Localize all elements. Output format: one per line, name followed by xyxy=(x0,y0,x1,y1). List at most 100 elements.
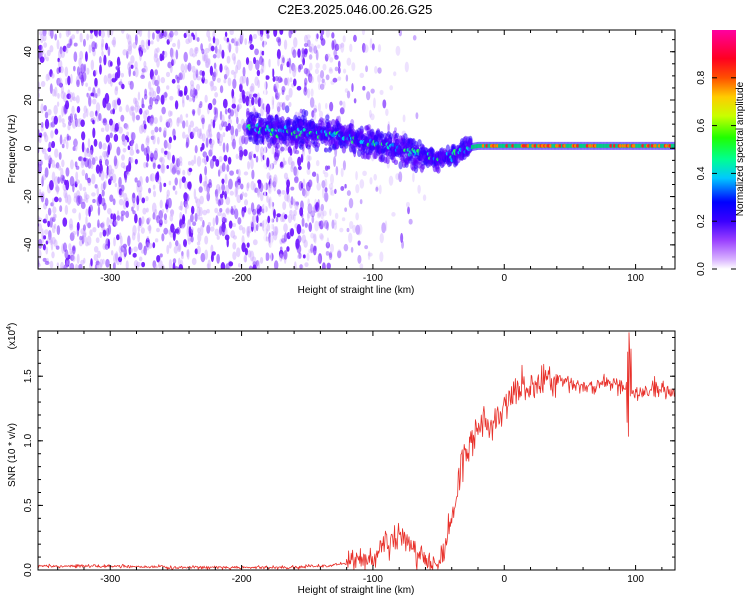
spectrogram-noise-cell xyxy=(120,189,125,198)
spectrogram-noise-cell xyxy=(317,74,322,83)
spectrogram-noise-cell xyxy=(100,222,105,228)
spectrogram-noise-cell xyxy=(194,48,198,57)
spectrogram-noise-cell xyxy=(60,167,64,179)
spectrogram-noise-cell xyxy=(213,115,217,123)
spectrogram-signal-cell xyxy=(436,166,441,174)
spectrogram-carrier-band xyxy=(504,143,506,148)
spectrogram-noise-cell xyxy=(288,87,293,98)
spectrogram-noise-cell xyxy=(182,169,186,176)
spectrogram-carrier-band xyxy=(471,145,473,150)
spectrogram-signal-cell xyxy=(315,142,321,148)
spectrogram-noise-cell xyxy=(323,191,329,203)
spectrogram-noise-cell xyxy=(238,98,243,104)
spectrogram-noise-cell xyxy=(160,147,165,154)
spectrogram-carrier-band xyxy=(661,143,663,148)
spectrogram-carrier-band xyxy=(604,143,606,148)
spectrogram-noise-cell xyxy=(225,196,231,206)
colorbar-tick-label: 0.0 xyxy=(696,262,707,276)
spectrogram-noise-cell xyxy=(206,129,210,139)
spectrogram-noise-cell xyxy=(382,99,387,109)
spectrogram-carrier-band xyxy=(552,143,554,148)
spectrogram-noise-cell xyxy=(106,102,112,111)
spectrogram-noise-cell xyxy=(219,63,223,73)
spectrogram-carrier-band xyxy=(583,143,585,148)
spectrogram-noise-cell xyxy=(379,89,384,96)
spectrogram-noise-cell xyxy=(359,263,364,269)
spectrogram-noise-cell xyxy=(210,45,215,52)
spectrogram-noise-cell xyxy=(227,118,233,125)
spectrogram-noise-cell xyxy=(226,142,229,153)
spectrogram-noise-cell xyxy=(72,146,76,152)
spectrogram-noise-cell xyxy=(89,204,94,212)
spectrogram-noise-cell xyxy=(118,105,123,113)
snr-y-axis: 0.00.51.01.5 xyxy=(23,336,675,577)
spectrogram-noise-cell xyxy=(115,253,119,261)
spectrogram-noise-cell xyxy=(145,207,149,213)
spectrogram-noise-cell xyxy=(107,46,111,57)
spectrogram-noise-cell xyxy=(221,183,226,192)
spectrogram-noise-cell xyxy=(304,48,308,55)
spectrogram-noise-cell xyxy=(84,51,88,62)
spectrogram-carrier-band xyxy=(566,143,569,148)
spectrogram-noise-cell xyxy=(161,54,165,61)
spectrogram-noise-cell xyxy=(306,252,310,262)
spectrogram-noise-cell xyxy=(259,192,264,202)
spectrogram-carrier-band xyxy=(510,143,512,148)
spectrogram-noise-cell xyxy=(259,146,264,158)
spectrogram-noise-cell xyxy=(159,218,163,224)
x-tick-label: -200 xyxy=(232,273,252,284)
spectrogram-signal-cell xyxy=(284,139,290,147)
spectrogram-noise-cell xyxy=(408,218,413,225)
spectrogram-noise-cell xyxy=(274,156,279,163)
spectrogram-noise-cell xyxy=(62,45,67,52)
spectrogram-noise-cell xyxy=(134,177,138,183)
spectrogram-noise-cell xyxy=(168,241,172,249)
spectrogram-signal-cell xyxy=(303,109,309,117)
spectrogram-noise-cell xyxy=(236,247,241,258)
spectrogram-noise-cell xyxy=(160,94,165,105)
spectrogram-noise-cell xyxy=(166,39,170,45)
spectrogram-noise-cell xyxy=(106,217,110,228)
spectrogram-noise-cell xyxy=(154,69,158,76)
spectrogram-noise-cell xyxy=(298,64,304,70)
spectrogram-noise-cell xyxy=(287,156,293,166)
spectrogram-noise-cell xyxy=(44,197,49,207)
spectrogram-signal-cell xyxy=(385,156,390,165)
spectrogram-noise-cell xyxy=(113,253,118,265)
spectrogram-noise-cell xyxy=(159,253,163,258)
spectrogram-noise-cell xyxy=(371,43,375,51)
spectrogram-noise-cell xyxy=(109,61,113,67)
spectrogram-noise-cell xyxy=(65,140,69,150)
spectrogram-noise-cell xyxy=(201,48,205,55)
spectrogram-noise-cell xyxy=(187,62,192,72)
spectrogram-noise-cell xyxy=(302,178,306,189)
spectrogram-noise-cell xyxy=(240,31,244,43)
spectrogram-noise-cell xyxy=(176,84,181,91)
spectrogram-noise-cell xyxy=(61,265,64,269)
spectrogram-signal-cell xyxy=(323,147,329,153)
spectrogram-noise-cell xyxy=(178,156,183,164)
spectrogram-noise-cell xyxy=(51,72,55,79)
spectrogram-noise-cell xyxy=(97,87,101,94)
spectrogram-noise-cell xyxy=(229,109,235,117)
spectrogram-noise-cell xyxy=(169,209,175,215)
spectrogram-signal-cell xyxy=(325,114,330,121)
spectrogram-noise-cell xyxy=(159,181,162,193)
spectrogram-noise-cell xyxy=(112,213,117,223)
spectrogram-noise-cell xyxy=(130,55,135,64)
spectrogram-noise-cell xyxy=(146,217,152,223)
spectrogram-noise-cell xyxy=(216,77,221,83)
spectrogram-noise-cell xyxy=(387,123,390,134)
spectrogram-noise-cell xyxy=(90,144,94,155)
spectrogram-noise-cell xyxy=(120,184,125,192)
spectrogram-noise-cell xyxy=(334,66,339,72)
spectrogram-noise-cell xyxy=(298,252,302,259)
spectrogram-noise-cell xyxy=(107,73,112,79)
spectrogram-noise-cell xyxy=(266,157,270,168)
spectrogram-noise-cell xyxy=(137,231,141,243)
spectrogram-noise-cell xyxy=(329,208,332,216)
spectrogram-noise-cell xyxy=(124,123,129,131)
snr-frame xyxy=(37,330,676,571)
spectrogram-noise-cell xyxy=(163,91,168,98)
spectrogram-noise-cell xyxy=(139,107,143,115)
